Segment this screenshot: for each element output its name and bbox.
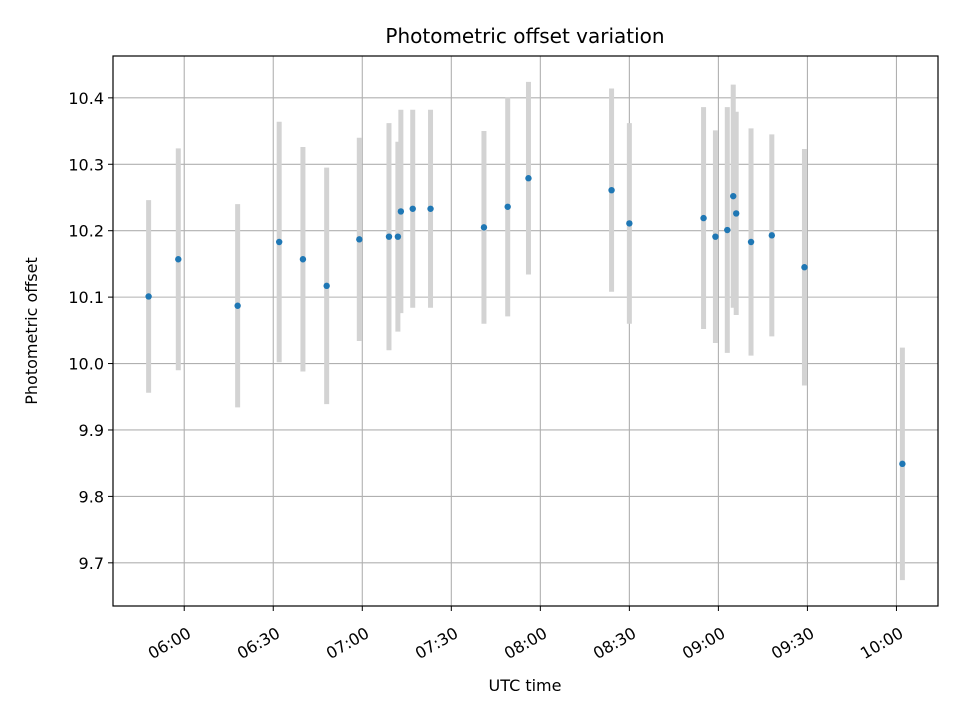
data-point (801, 264, 808, 271)
data-point (323, 282, 330, 290)
data-point (275, 238, 283, 246)
data-point (724, 226, 731, 234)
y-tick-label: 10.1 (68, 288, 104, 307)
data-point (712, 233, 719, 240)
data-point (768, 232, 776, 239)
data-point (385, 233, 393, 240)
data-point (626, 220, 633, 227)
data-point (397, 208, 405, 215)
y-axis-title: Photometric offset (22, 257, 41, 405)
data-point (700, 214, 707, 222)
chart-title: Photometric offset variation (385, 24, 664, 48)
data-point (145, 293, 152, 300)
y-tick-label: 9.9 (79, 421, 104, 440)
data-points (145, 175, 906, 468)
data-point (175, 256, 182, 263)
data-point (480, 224, 488, 231)
data-point (299, 256, 307, 263)
data-point (733, 210, 740, 217)
y-tick-label: 9.8 (79, 487, 104, 506)
data-point (525, 175, 532, 182)
y-tick-label: 10.2 (68, 222, 104, 241)
data-point (730, 192, 737, 200)
y-tick-label: 10.4 (68, 89, 104, 108)
y-axis: 9.7 9.8 9.9 10.0 10.1 10.2 10.3 10.4 (68, 89, 113, 573)
data-point (427, 205, 434, 212)
y-tick-label: 9.7 (79, 554, 104, 573)
data-point (608, 186, 615, 194)
y-tick-label: 10.3 (68, 155, 104, 174)
data-point (899, 460, 906, 468)
data-point (747, 238, 755, 246)
x-axis-title: UTC time (489, 676, 562, 695)
y-tick-label: 10.0 (68, 355, 104, 374)
data-point (409, 205, 416, 212)
plot-frame (112, 55, 939, 607)
data-point (234, 302, 241, 309)
data-point (504, 203, 511, 210)
data-point (394, 233, 402, 240)
data-point (356, 236, 363, 243)
